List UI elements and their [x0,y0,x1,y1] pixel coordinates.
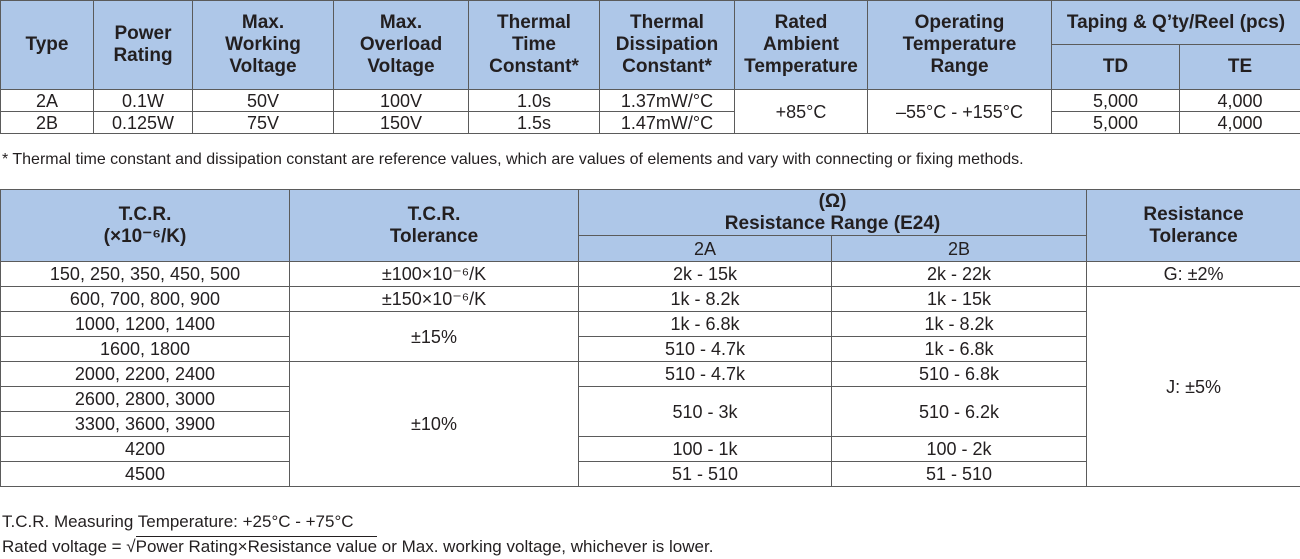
thermal-note: * Thermal time constant and dissipation … [2,151,1024,168]
header-2a: 2A [578,235,832,262]
cell-tcr: 2000, 2200, 2400 [0,361,290,387]
header-rated-ambient-temperature: Rated Ambient Temperature [734,0,868,90]
cell-type: 2A [0,89,94,112]
cell-tcr: 1600, 1800 [0,336,290,362]
header-thermal-time-constant: Thermal Time Constant* [468,0,600,90]
cell-type: 2B [0,111,94,134]
cell-operating-range: –55°C - +155°C [867,89,1052,134]
cell-te: 4,000 [1179,89,1300,112]
cell-power: 0.125W [93,111,193,134]
table-row: 4500 51 - 510 51 - 510 [0,461,1300,487]
header-thermal-dissipation-constant: Thermal Dissipation Constant* [599,0,735,90]
header-2b: 2B [830,235,1088,262]
cell-thermal-time: 1.0s [468,89,600,112]
header-tcr: T.C.R. (×10⁻⁶/K) [0,189,290,262]
cell-tcr-tolerance: ±100×10⁻⁶/K [289,261,579,287]
cell-overload-voltage: 100V [333,89,469,112]
cell-range-2a: 510 - 4.7k [578,361,832,387]
cell-power: 0.1W [93,89,193,112]
cell-tcr-tolerance: ±10% [289,361,579,487]
tcr-resistance-table: T.C.R. (×10⁻⁶/K) T.C.R. Tolerance (Ω) Re… [0,189,1300,487]
cell-range-2b: 510 - 6.8k [830,361,1088,387]
cell-tcr: 150, 250, 350, 450, 500 [0,261,290,287]
cell-range-2a: 510 - 3k [578,386,832,437]
rated-voltage-note: Rated voltage = √Power Rating×Resistance… [2,536,714,557]
table-row: 1000, 1200, 1400 ±15% 1k - 6.8k 1k - 8.2… [0,311,1300,362]
header-type: Type [0,0,94,90]
cell-range-2a: 1k - 6.8k [578,311,832,337]
cell-rated-ambient: +85°C [734,89,868,134]
cell-tcr: 4500 [0,461,290,487]
cell-range-2a: 100 - 1k [578,436,832,462]
cell-range-2b: 1k - 8.2k [830,311,1088,337]
cell-thermal-time: 1.5s [468,111,600,134]
header-td: TD [1051,44,1180,90]
rated-voltage-suffix: or Max. working voltage, whichever is lo… [377,537,714,556]
table-row: 2B 0.125W 75V 150V 1.5s 1.47mW/°C 5,000 … [0,111,1300,134]
cell-dissipation: 1.37mW/°C [599,89,735,112]
table-row: 3300, 3600, 3900 [0,411,1300,437]
cell-resistance-tolerance: J: ±5% [1086,286,1300,487]
cell-range-2b: 1k - 15k [830,286,1088,312]
table-row: 2000, 2200, 2400 ±10% 510 - 4.7k 510 - 6… [0,361,1300,487]
header-te: TE [1179,44,1300,90]
cell-range-2b: 1k - 6.8k [830,336,1088,362]
header-operating-temperature-range: Operating Temperature Range [867,0,1052,90]
tcr-measuring-temperature-note: T.C.R. Measuring Temperature: +25°C - +7… [2,512,354,531]
cell-range-2b: 2k - 22k [830,261,1088,287]
cell-working-voltage: 50V [192,89,334,112]
table-row: 1600, 1800 510 - 4.7k 1k - 6.8k [0,336,1300,362]
header-resistance-tolerance: Resistance Tolerance [1086,189,1300,262]
cell-tcr-tolerance: ±150×10⁻⁶/K [289,286,579,312]
sqrt-symbol: √ [126,537,136,556]
table-row: 150, 250, 350, 450, 500 ±100×10⁻⁶/K 2k -… [0,261,1300,287]
cell-range-2b: 100 - 2k [830,436,1088,462]
cell-td: 5,000 [1051,89,1180,112]
cell-range-2b: 510 - 6.2k [830,386,1088,437]
cell-td: 5,000 [1051,111,1180,134]
cell-tcr: 4200 [0,436,290,462]
header-resistance-range: (Ω) Resistance Range (E24) [577,189,1088,236]
cell-tcr: 1000, 1200, 1400 [0,311,290,337]
cell-tcr-tolerance: ±15% [289,311,579,362]
cell-dissipation: 1.47mW/°C [599,111,735,134]
cell-range-2a: 51 - 510 [578,461,832,487]
table-row: 2600, 2800, 3000 510 - 3k 510 - 6.2k [0,386,1300,437]
cell-range-2a: 1k - 8.2k [578,286,832,312]
specifications-table: Type Power Rating Max. Working Voltage M… [0,0,1300,134]
header-taping-qty: Taping & Q’ty/Reel (pcs) [1051,0,1300,45]
cell-range-2a: 510 - 4.7k [578,336,832,362]
header-max-working-voltage: Max. Working Voltage [192,0,334,90]
cell-tcr: 3300, 3600, 3900 [0,411,290,437]
cell-tcr: 600, 700, 800, 900 [0,286,290,312]
cell-range-2a: 2k - 15k [578,261,832,287]
header-max-overload-voltage: Max. Overload Voltage [333,0,469,90]
cell-overload-voltage: 150V [333,111,469,134]
cell-tcr: 2600, 2800, 3000 [0,386,290,412]
table-row: 4200 100 - 1k 100 - 2k [0,436,1300,462]
rated-voltage-prefix: Rated voltage = [2,537,127,556]
cell-working-voltage: 75V [192,111,334,134]
cell-te: 4,000 [1179,111,1300,134]
cell-range-2b: 51 - 510 [830,461,1088,487]
table-row: 2A 0.1W 50V 100V 1.0s 1.37mW/°C +85°C –5… [0,89,1300,134]
header-power-rating: Power Rating [93,0,193,90]
table-row: 600, 700, 800, 900 ±150×10⁻⁶/K 1k - 8.2k… [0,286,1300,487]
header-tcr-tolerance: T.C.R. Tolerance [289,189,579,262]
sqrt-expression: Power Rating×Resistance value [135,536,378,556]
cell-resistance-tolerance: G: ±2% [1086,261,1300,287]
